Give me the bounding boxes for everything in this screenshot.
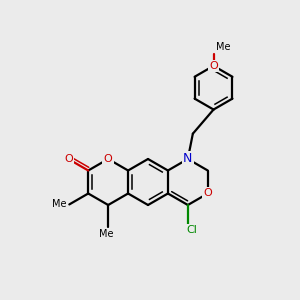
Text: Cl: Cl xyxy=(186,225,197,235)
Text: O: O xyxy=(209,61,218,71)
Text: Me: Me xyxy=(215,42,230,52)
Text: Me: Me xyxy=(52,200,66,209)
Text: N: N xyxy=(183,152,193,166)
Text: O: O xyxy=(64,154,73,164)
Text: O: O xyxy=(104,154,112,164)
Text: O: O xyxy=(203,188,212,199)
Text: Me: Me xyxy=(99,229,113,239)
Text: N: N xyxy=(184,154,192,164)
